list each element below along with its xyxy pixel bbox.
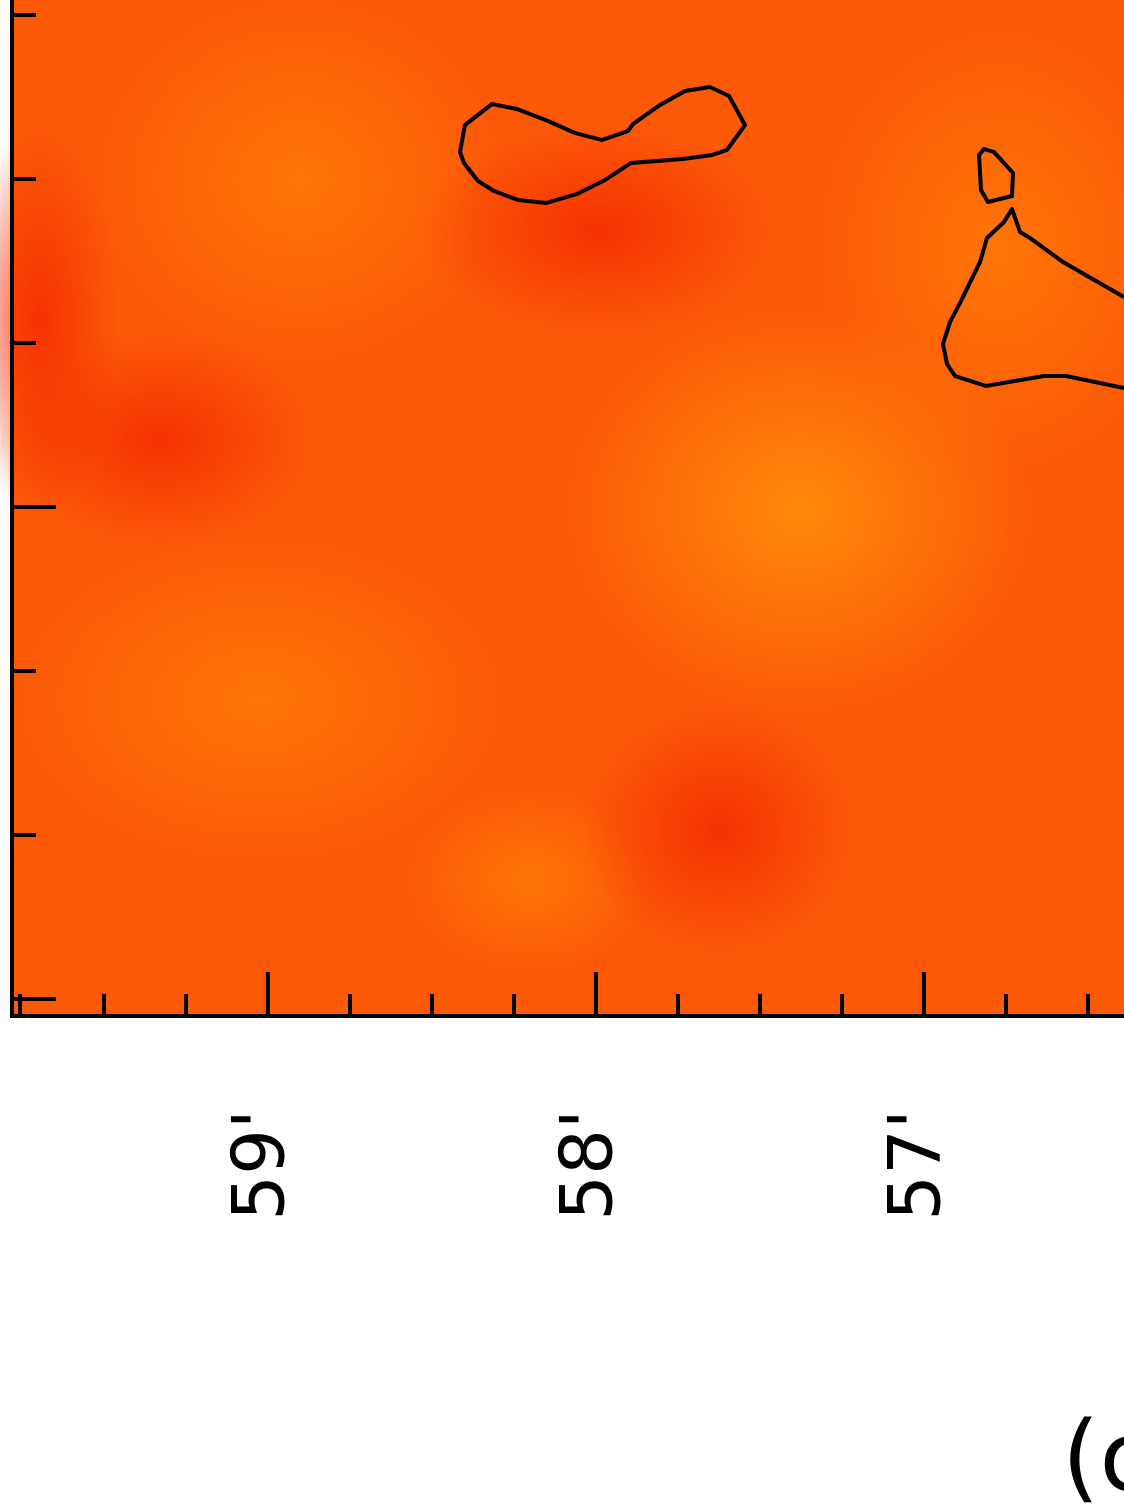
x-tick-label: 58' [544, 1109, 628, 1220]
contour-line [977, 147, 1015, 204]
y-ticks [12, 13, 1090, 1016]
heat-blob [420, 120, 780, 340]
axes [10, 0, 1124, 1018]
heat-blob [820, 30, 1124, 470]
heat-blob [100, 0, 500, 360]
contour-line [941, 207, 1124, 390]
x-tick-label: 59' [216, 1109, 300, 1220]
contours [458, 85, 1124, 390]
contour-line [458, 85, 747, 205]
heat-blob [0, 120, 120, 520]
heat-blob [580, 700, 860, 960]
x-tick-label: 57' [872, 1109, 956, 1220]
heat-blob [20, 540, 500, 860]
panel-label: (c [1062, 1401, 1124, 1504]
heatmap [0, 0, 1124, 1016]
